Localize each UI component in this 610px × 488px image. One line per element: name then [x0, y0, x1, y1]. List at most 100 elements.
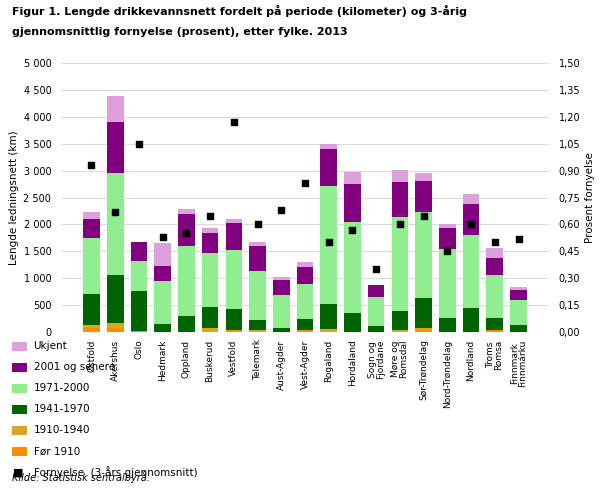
- Bar: [131, 290, 147, 331]
- Bar: [320, 328, 337, 332]
- Point: [300, 180, 310, 187]
- Bar: [226, 219, 242, 224]
- Bar: [107, 323, 123, 327]
- Bar: [107, 275, 123, 323]
- Bar: [202, 328, 218, 332]
- Bar: [83, 325, 100, 327]
- Text: 2001 og senere: 2001 og senere: [34, 363, 115, 372]
- Bar: [320, 149, 337, 186]
- Bar: [107, 122, 123, 173]
- Point: [110, 208, 120, 216]
- Bar: [368, 285, 384, 297]
- Bar: [439, 318, 456, 332]
- Bar: [487, 318, 503, 330]
- Bar: [439, 248, 456, 318]
- Text: 1971-2000: 1971-2000: [34, 384, 90, 393]
- Bar: [344, 172, 361, 184]
- Bar: [226, 224, 242, 250]
- Bar: [273, 277, 290, 280]
- Y-axis label: Prosent fornyelse: Prosent fornyelse: [584, 152, 595, 243]
- Y-axis label: Lengde ledningsnett (km): Lengde ledningsnett (km): [9, 130, 20, 265]
- Bar: [83, 212, 100, 219]
- Bar: [154, 266, 171, 281]
- Bar: [463, 204, 479, 235]
- Bar: [83, 238, 100, 294]
- Text: Ukjent: Ukjent: [34, 342, 67, 351]
- Point: [514, 235, 523, 243]
- Bar: [83, 219, 100, 238]
- Bar: [368, 326, 384, 332]
- Bar: [131, 261, 147, 290]
- Bar: [154, 324, 171, 332]
- Point: [418, 212, 428, 220]
- Bar: [178, 214, 195, 246]
- Bar: [202, 253, 218, 306]
- Bar: [320, 144, 337, 149]
- Bar: [415, 173, 432, 181]
- Bar: [320, 186, 337, 305]
- Point: [324, 239, 334, 246]
- Text: gjennomsnittlig fornyelse (prosent), etter fylke. 2013: gjennomsnittlig fornyelse (prosent), ett…: [12, 27, 348, 37]
- Bar: [344, 313, 361, 332]
- Bar: [487, 275, 503, 318]
- Bar: [83, 327, 100, 332]
- Bar: [249, 245, 266, 271]
- Bar: [273, 295, 290, 327]
- Bar: [487, 330, 503, 332]
- Point: [348, 226, 357, 234]
- Bar: [249, 320, 266, 330]
- Point: [490, 239, 500, 246]
- Bar: [415, 330, 432, 332]
- Text: Før 1910: Før 1910: [34, 447, 80, 456]
- Bar: [320, 305, 337, 328]
- Bar: [368, 297, 384, 326]
- Text: Fornyelse  (3-års gjennomsnitt): Fornyelse (3-års gjennomsnitt): [34, 467, 197, 478]
- Bar: [154, 243, 171, 266]
- Bar: [273, 280, 290, 295]
- Point: [205, 212, 215, 220]
- Bar: [226, 330, 242, 332]
- Bar: [487, 258, 503, 275]
- Bar: [178, 246, 195, 316]
- Point: [466, 221, 476, 228]
- Text: 1941-1970: 1941-1970: [34, 405, 90, 414]
- Bar: [463, 307, 479, 332]
- Bar: [510, 287, 527, 290]
- Bar: [510, 300, 527, 325]
- Bar: [107, 173, 123, 275]
- Bar: [131, 331, 147, 332]
- Bar: [249, 271, 266, 320]
- Bar: [296, 319, 314, 330]
- Bar: [226, 250, 242, 309]
- Bar: [202, 232, 218, 253]
- Bar: [392, 217, 408, 311]
- Text: Kilde: Statistisk sentralbyrå.: Kilde: Statistisk sentralbyrå.: [12, 471, 150, 483]
- Bar: [510, 325, 527, 332]
- Bar: [154, 281, 171, 324]
- Bar: [226, 309, 242, 330]
- Bar: [510, 290, 527, 300]
- Bar: [202, 228, 218, 232]
- Bar: [249, 330, 266, 332]
- Bar: [415, 327, 432, 330]
- Bar: [178, 209, 195, 214]
- Bar: [131, 242, 147, 261]
- Bar: [107, 96, 123, 122]
- Bar: [463, 194, 479, 204]
- Bar: [249, 243, 266, 245]
- Bar: [415, 298, 432, 327]
- Bar: [392, 311, 408, 330]
- Point: [442, 247, 452, 255]
- Bar: [487, 248, 503, 258]
- Bar: [273, 327, 290, 332]
- Point: [87, 162, 96, 169]
- Text: ■: ■: [13, 468, 24, 477]
- Point: [276, 206, 286, 214]
- Text: Figur 1. Lengde drikkevannsnett fordelt på periode (kilometer) og 3-årig: Figur 1. Lengde drikkevannsnett fordelt …: [12, 5, 467, 17]
- Bar: [415, 181, 432, 212]
- Bar: [439, 224, 456, 228]
- Text: 1910-1940: 1910-1940: [34, 426, 90, 435]
- Bar: [296, 330, 314, 332]
- Bar: [296, 262, 314, 267]
- Point: [158, 233, 168, 241]
